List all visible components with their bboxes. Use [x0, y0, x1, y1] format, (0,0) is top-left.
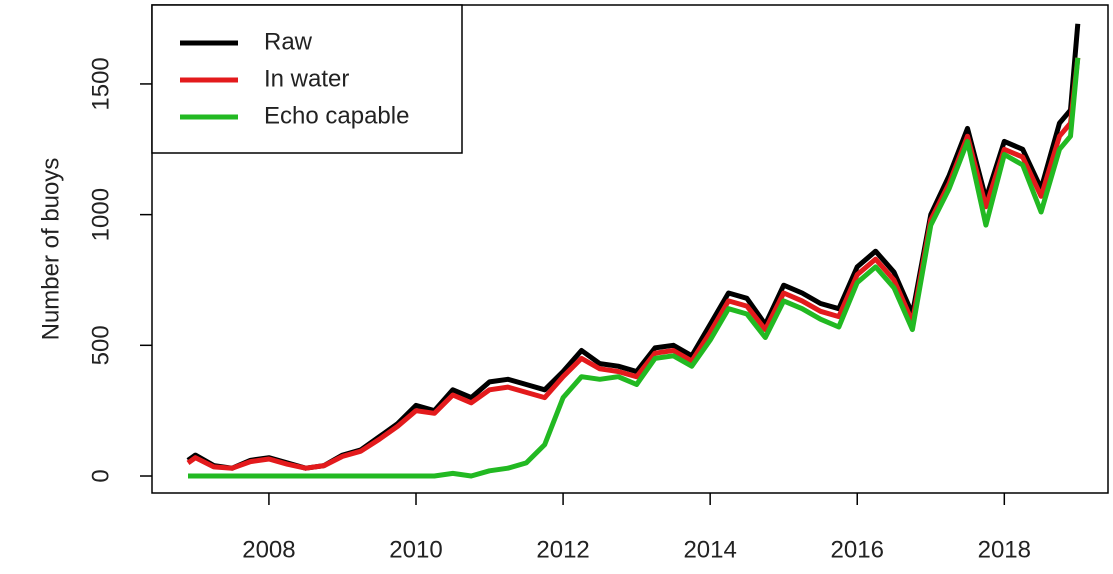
legend-label: In water	[264, 65, 349, 92]
x-tick-label: 2018	[978, 536, 1031, 563]
legend-label: Raw	[264, 28, 313, 55]
y-tick-label: 1000	[87, 188, 114, 241]
legend-label: Echo capable	[264, 102, 409, 129]
y-tick-label: 0	[87, 469, 114, 482]
x-tick-label: 2010	[389, 536, 442, 563]
y-tick-label: 500	[87, 325, 114, 365]
x-tick-label: 2014	[683, 536, 736, 563]
plot-frame	[151, 4, 1109, 494]
x-tick-label: 2008	[242, 536, 295, 563]
x-tick-label: 2012	[536, 536, 589, 563]
y-tick-label: 1500	[87, 57, 114, 110]
y-axis-label: Number of buoys	[37, 158, 64, 341]
series-line	[188, 57, 1081, 479]
x-tick-label: 2016	[831, 536, 884, 563]
